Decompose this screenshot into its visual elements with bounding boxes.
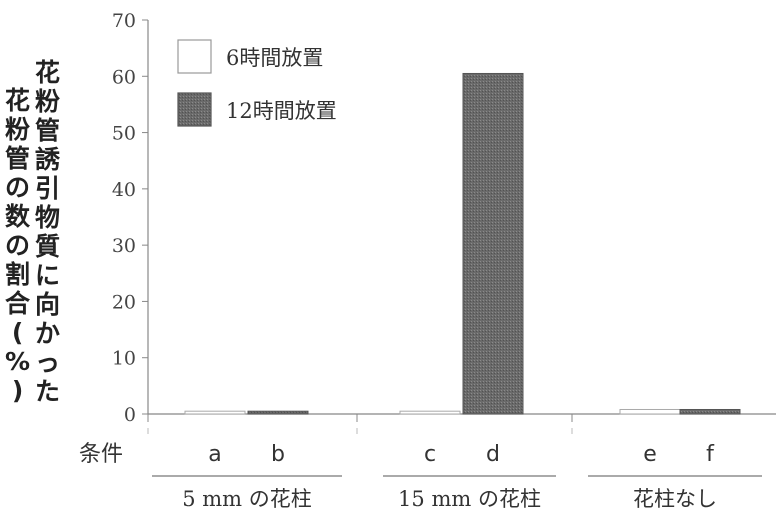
y-axis-label-line-2: 花粉管の数の割合(%) xyxy=(5,86,30,405)
y-axis-label-char: 合 xyxy=(5,289,31,318)
y-tick-label: 70 xyxy=(112,10,136,32)
y-tick-label: 60 xyxy=(112,66,136,88)
y-axis-label-char: 粉 xyxy=(5,115,31,144)
y-axis-label-char: 向 xyxy=(35,290,61,319)
y-axis-label-char: 引 xyxy=(35,174,61,203)
y-axis-label-char: ( xyxy=(11,318,24,347)
y-axis-label-line-1: 花粉管誘引物質に向かった xyxy=(35,58,60,406)
y-axis-label-char: 物 xyxy=(35,203,61,232)
y-axis-label-char: 質 xyxy=(35,232,61,261)
y-axis-label-char: 花 xyxy=(5,86,31,115)
y-axis-label-char: ) xyxy=(11,376,24,405)
bars xyxy=(184,72,741,415)
y-axis-label-char: に xyxy=(35,261,61,290)
y-tick-label: 40 xyxy=(112,179,136,201)
y-axis-label-char: た xyxy=(35,377,61,406)
y-axis-label-char: 管 xyxy=(35,116,61,145)
legend-swatch-1 xyxy=(177,39,212,74)
y-tick-label: 20 xyxy=(112,291,136,313)
y-tick-label: 10 xyxy=(112,348,136,370)
y-axis-label-char: 粉 xyxy=(35,87,61,116)
y-axis-label-char: 花 xyxy=(35,58,61,87)
y-axis-label-char: の xyxy=(5,173,31,202)
bar-label-a: a xyxy=(208,442,221,467)
bar-label-f: f xyxy=(706,442,715,467)
legend-label-1: 6時間放置 xyxy=(226,46,323,70)
x-labels: 条件 a b c d e f 5 mm の花柱 15 mm の花柱 花柱なし xyxy=(79,442,762,511)
y-tick-label: 50 xyxy=(112,123,136,145)
bar-c xyxy=(399,410,461,415)
bar-e xyxy=(619,408,681,415)
bar-d xyxy=(462,72,524,415)
y-axis-label-char: っ xyxy=(35,348,61,377)
condition-label: 条件 xyxy=(79,442,123,467)
bar-label-e: e xyxy=(643,442,657,467)
group-label-3: 花柱なし xyxy=(633,487,717,511)
y-axis-label-char: 誘 xyxy=(35,145,61,174)
y-axis-label-char: 管 xyxy=(5,144,31,173)
y-axis-label-char: % xyxy=(5,347,31,376)
y-axis-label-char: か xyxy=(35,319,61,348)
axes xyxy=(147,20,776,434)
bar-label-c: c xyxy=(424,442,436,467)
bar-f xyxy=(679,408,741,415)
group-label-1: 5 mm の花柱 xyxy=(182,487,312,511)
y-ticks: 0 10 20 30 40 50 60 70 xyxy=(112,10,148,426)
legend-label-2: 12時間放置 xyxy=(226,99,337,123)
y-axis-label-char: の xyxy=(5,231,31,260)
bar-b xyxy=(247,410,309,415)
bar-label-b: b xyxy=(271,442,285,467)
legend: 6時間放置 12時間放置 xyxy=(177,39,337,127)
y-tick-label: 30 xyxy=(112,235,136,257)
y-tick-label: 0 xyxy=(124,404,136,426)
bar-a xyxy=(184,410,246,415)
y-axis-label-char: 数 xyxy=(5,202,31,231)
y-axis-label-char: 割 xyxy=(5,260,31,289)
group-label-2: 15 mm の花柱 xyxy=(398,487,541,511)
bar-label-d: d xyxy=(486,442,500,467)
legend-swatch-2 xyxy=(177,92,212,127)
